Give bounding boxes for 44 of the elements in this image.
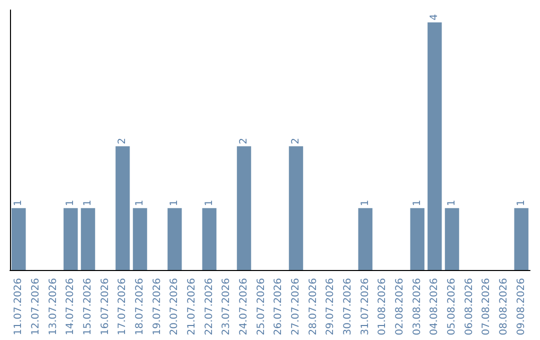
x-tick-label: 06.08.2026 <box>464 278 475 336</box>
data-label: 4 <box>429 14 440 20</box>
x-tick-label: 31.07.2026 <box>360 278 371 336</box>
x-tick-label: 15.07.2026 <box>82 278 94 336</box>
x-tick-label: 23.07.2026 <box>221 278 232 336</box>
x-tick-label: 16.07.2026 <box>100 278 111 336</box>
data-label: 1 <box>446 200 458 206</box>
x-tick-label: 20.07.2026 <box>169 278 180 336</box>
x-tick-label: 09.08.2026 <box>516 278 527 336</box>
data-label: 1 <box>412 200 423 206</box>
x-tick-label: 03.08.2026 <box>412 278 423 336</box>
x-tick-label: 05.08.2026 <box>446 278 458 336</box>
x-tick-label: 12.07.2026 <box>30 278 42 336</box>
x-tick-label: 28.07.2026 <box>308 278 319 336</box>
x-tick-label: 07.08.2026 <box>481 278 492 336</box>
x-tick-label: 17.07.2026 <box>117 278 128 336</box>
data-label: 1 <box>360 200 371 206</box>
data-label: 1 <box>65 200 76 206</box>
data-label: 1 <box>13 200 24 206</box>
x-tick-label: 19.07.2026 <box>152 278 163 336</box>
data-label: 2 <box>117 138 128 144</box>
data-label: 1 <box>82 200 94 206</box>
data-label: 1 <box>204 200 215 206</box>
x-tick-label: 24.07.2026 <box>238 278 250 336</box>
x-tick-label: 29.07.2026 <box>325 278 336 336</box>
x-tick-label: 26.07.2026 <box>273 278 284 336</box>
data-label: 1 <box>516 200 527 206</box>
x-tick-label: 27.07.2026 <box>290 278 302 336</box>
x-tick-label: 02.08.2026 <box>394 278 406 336</box>
x-tick-label: 14.07.2026 <box>65 278 76 336</box>
data-label: 1 <box>169 200 180 206</box>
data-label: 1 <box>134 200 146 206</box>
x-tick-label: 04.08.2026 <box>429 278 440 336</box>
x-tick-label: 18.07.2026 <box>134 278 146 336</box>
x-tick-label: 25.07.2026 <box>256 278 267 336</box>
x-tick-label: 01.08.2026 <box>377 278 388 336</box>
x-tick-label: 21.07.2026 <box>186 278 198 336</box>
data-label: 2 <box>238 138 250 144</box>
x-tick-label: 13.07.2026 <box>48 278 59 336</box>
x-tick-label: 11.07.2026 <box>13 278 24 336</box>
x-tick-label: 30.07.2026 <box>342 278 354 336</box>
x-tick-label: 08.08.2026 <box>498 278 510 336</box>
data-label: 2 <box>290 138 302 144</box>
x-tick-label: 22.07.2026 <box>204 278 215 336</box>
